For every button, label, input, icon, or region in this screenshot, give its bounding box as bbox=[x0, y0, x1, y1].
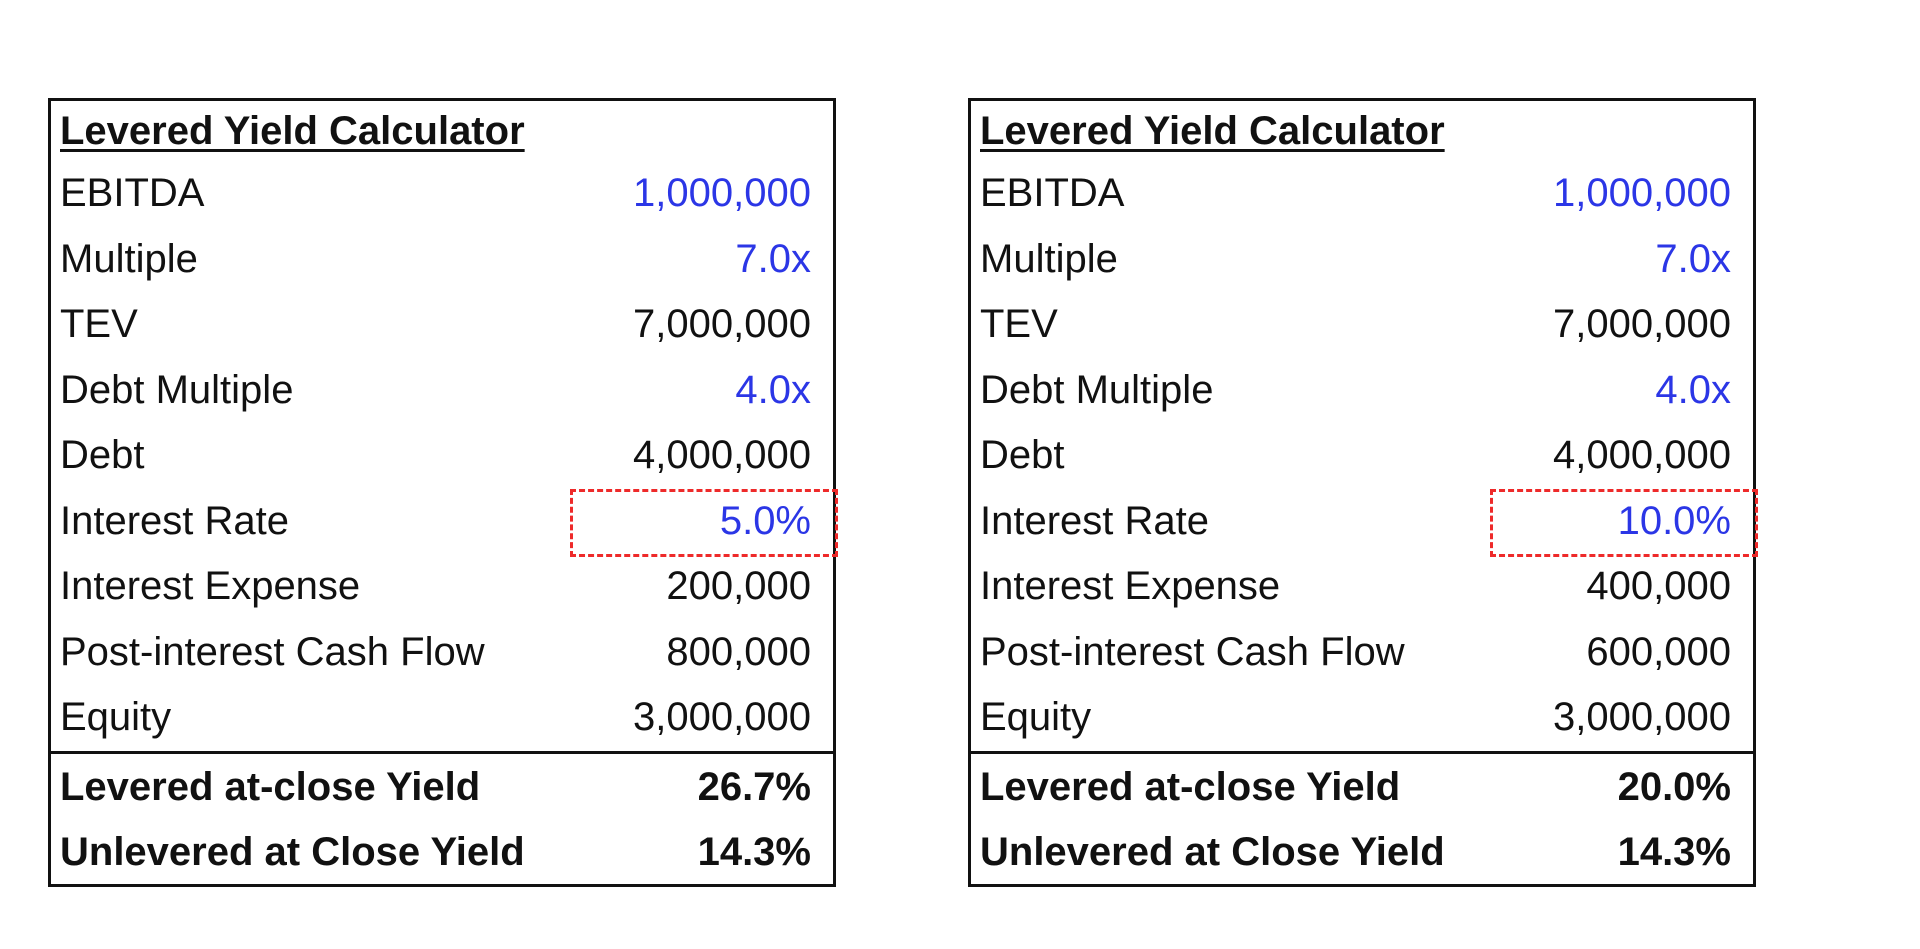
interest-expense-value: 200,000 bbox=[666, 564, 811, 609]
row-label: Equity bbox=[60, 695, 172, 740]
row-label: Debt bbox=[60, 433, 145, 478]
row-label: Interest Expense bbox=[980, 564, 1281, 609]
levered-yield-calculator-right: Levered Yield Calculator EBITDA 1,000,00… bbox=[968, 98, 1758, 887]
row-equity: Equity 3,000,000 bbox=[51, 685, 833, 751]
row-label: Multiple bbox=[980, 236, 1118, 281]
tev-value: 7,000,000 bbox=[1553, 302, 1731, 347]
row-label: Multiple bbox=[60, 236, 198, 281]
debt-multiple-input-value[interactable]: 4.0x bbox=[735, 367, 811, 412]
row-ebitda: EBITDA 1,000,000 bbox=[51, 161, 833, 227]
row-label: Levered at-close Yield bbox=[980, 765, 1401, 809]
interest-rate-input-value[interactable]: 5.0% bbox=[719, 498, 811, 543]
row-equity: Equity 3,000,000 bbox=[971, 685, 1753, 751]
unlevered-yield-value: 14.3% bbox=[697, 830, 811, 874]
calculator-title: Levered Yield Calculator bbox=[60, 108, 525, 153]
equity-value: 3,000,000 bbox=[1553, 695, 1731, 740]
row-post-interest-cash-flow: Post-interest Cash Flow 800,000 bbox=[51, 620, 833, 686]
row-label: EBITDA bbox=[60, 171, 205, 216]
calculator-title: Levered Yield Calculator bbox=[980, 108, 1445, 153]
row-multiple: Multiple 7.0x bbox=[971, 227, 1753, 293]
row-label: Interest Expense bbox=[60, 564, 361, 609]
row-label: Post-interest Cash Flow bbox=[60, 629, 485, 674]
row-tev: TEV 7,000,000 bbox=[971, 292, 1753, 358]
levered-yield-value: 20.0% bbox=[1617, 765, 1731, 809]
row-label: Interest Rate bbox=[980, 498, 1210, 543]
levered-yield-calculator-left: Levered Yield Calculator EBITDA 1,000,00… bbox=[48, 98, 838, 887]
row-label: Unlevered at Close Yield bbox=[980, 830, 1445, 874]
row-ebitda: EBITDA 1,000,000 bbox=[971, 161, 1753, 227]
unlevered-yield-value: 14.3% bbox=[1617, 830, 1731, 874]
levered-yield-value: 26.7% bbox=[697, 765, 811, 809]
row-label: Equity bbox=[980, 695, 1092, 740]
row-multiple: Multiple 7.0x bbox=[51, 227, 833, 293]
yield-summary: Levered at-close Yield 20.0% Unlevered a… bbox=[971, 750, 1753, 884]
post-interest-cash-flow-value: 600,000 bbox=[1586, 629, 1731, 674]
equity-value: 3,000,000 bbox=[633, 695, 811, 740]
row-debt: Debt 4,000,000 bbox=[971, 423, 1753, 489]
ebitda-input-value[interactable]: 1,000,000 bbox=[633, 171, 811, 216]
tev-value: 7,000,000 bbox=[633, 302, 811, 347]
row-unlevered-yield: Unlevered at Close Yield 14.3% bbox=[51, 822, 833, 884]
row-label: TEV bbox=[980, 302, 1058, 347]
row-interest-expense: Interest Expense 400,000 bbox=[971, 554, 1753, 620]
debt-multiple-input-value[interactable]: 4.0x bbox=[1655, 367, 1731, 412]
interest-expense-value: 400,000 bbox=[1586, 564, 1731, 609]
debt-value: 4,000,000 bbox=[633, 433, 811, 478]
row-label: Debt Multiple bbox=[60, 367, 294, 412]
multiple-input-value[interactable]: 7.0x bbox=[1655, 236, 1731, 281]
row-label: Debt Multiple bbox=[980, 367, 1214, 412]
row-debt-multiple: Debt Multiple 4.0x bbox=[971, 358, 1753, 424]
row-label: Interest Rate bbox=[60, 498, 290, 543]
row-label: Levered at-close Yield bbox=[60, 765, 481, 809]
row-post-interest-cash-flow: Post-interest Cash Flow 600,000 bbox=[971, 620, 1753, 686]
multiple-input-value[interactable]: 7.0x bbox=[735, 236, 811, 281]
row-levered-yield: Levered at-close Yield 20.0% bbox=[971, 754, 1753, 822]
interest-rate-input-value[interactable]: 10.0% bbox=[1617, 498, 1731, 543]
row-label: Debt bbox=[980, 433, 1065, 478]
row-label: EBITDA bbox=[980, 171, 1125, 216]
row-debt: Debt 4,000,000 bbox=[51, 423, 833, 489]
row-interest-rate: Interest Rate 5.0% bbox=[51, 488, 838, 557]
row-interest-expense: Interest Expense 200,000 bbox=[51, 554, 833, 620]
row-label: Post-interest Cash Flow bbox=[980, 629, 1405, 674]
post-interest-cash-flow-value: 800,000 bbox=[666, 629, 811, 674]
row-unlevered-yield: Unlevered at Close Yield 14.3% bbox=[971, 822, 1753, 884]
row-label: TEV bbox=[60, 302, 138, 347]
yield-summary: Levered at-close Yield 26.7% Unlevered a… bbox=[51, 750, 833, 884]
row-interest-rate: Interest Rate 10.0% bbox=[971, 488, 1758, 557]
row-levered-yield: Levered at-close Yield 26.7% bbox=[51, 754, 833, 822]
row-label: Unlevered at Close Yield bbox=[60, 830, 525, 874]
row-debt-multiple: Debt Multiple 4.0x bbox=[51, 358, 833, 424]
debt-value: 4,000,000 bbox=[1553, 433, 1731, 478]
ebitda-input-value[interactable]: 1,000,000 bbox=[1553, 171, 1731, 216]
row-tev: TEV 7,000,000 bbox=[51, 292, 833, 358]
